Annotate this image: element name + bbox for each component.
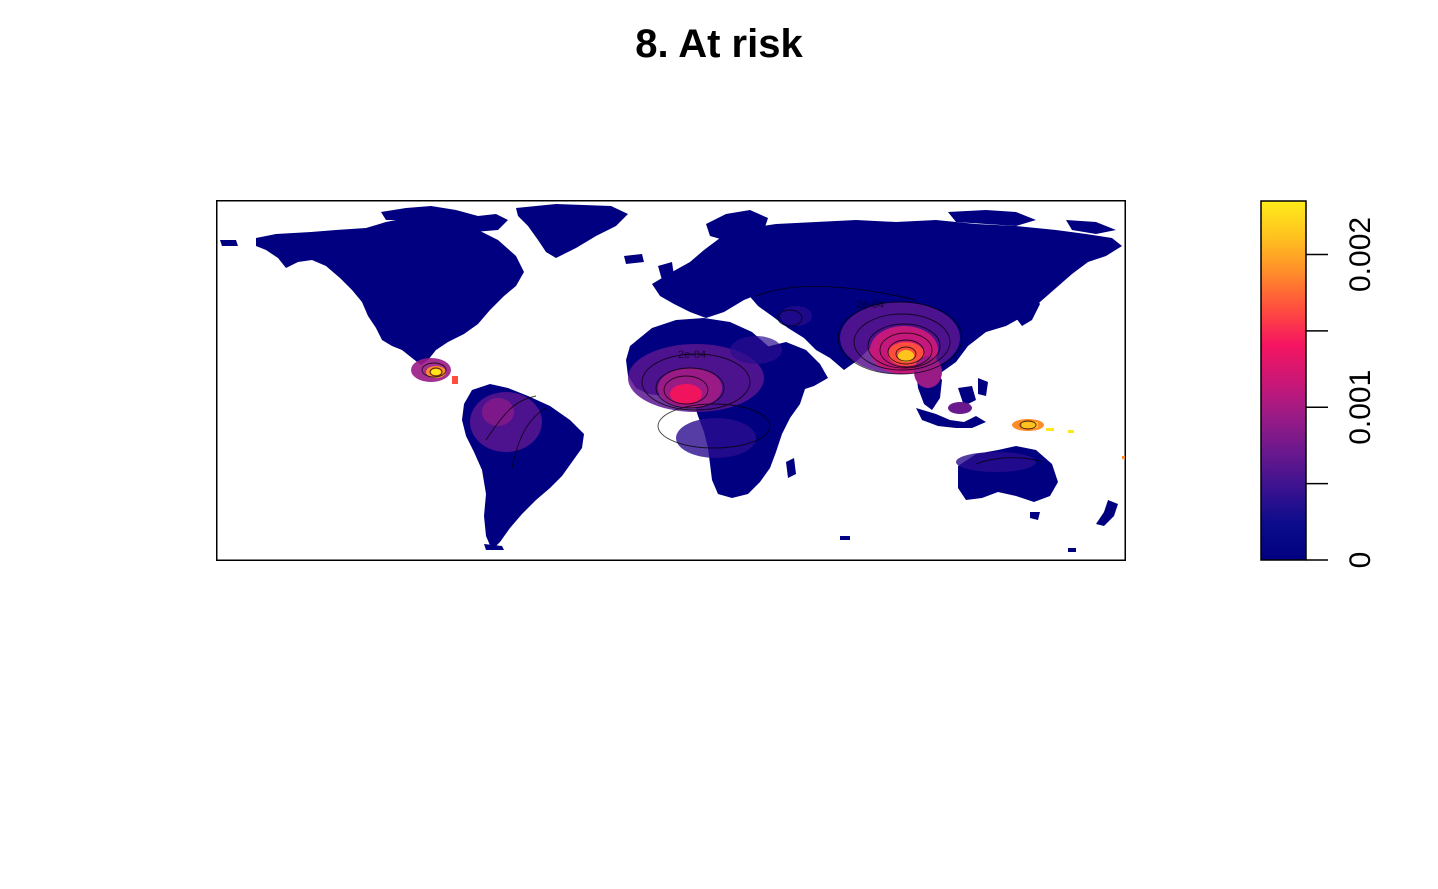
legend-label: 0.001	[1344, 370, 1377, 445]
contour-label-asia: 2e-04	[856, 299, 884, 311]
scandinavia	[706, 210, 768, 240]
iceland	[624, 254, 644, 264]
japan	[1016, 294, 1040, 326]
legend-panel: 0 0.001 0.002	[1255, 195, 1425, 580]
legend-colorbar	[1260, 200, 1307, 561]
asia	[734, 220, 1122, 378]
greenland	[516, 204, 628, 258]
world-risk-map: 2e-04 2e-04	[216, 200, 1126, 561]
legend-ticks	[1306, 253, 1328, 561]
north-america	[256, 218, 524, 365]
risk-overlay	[411, 302, 1125, 472]
color-legend: 0 0.001 0.002	[1260, 200, 1377, 568]
contour-lines	[421, 286, 1043, 469]
new-zealand	[1096, 500, 1118, 526]
map-panel: 2e-04 2e-04	[216, 200, 1126, 566]
legend-label: 0.002	[1344, 217, 1377, 292]
indonesia	[916, 408, 986, 428]
chart-title: 8. At risk	[635, 22, 803, 66]
contour-label-africa: 2e-04	[678, 349, 706, 361]
legend-labels: 0 0.001 0.002	[1344, 217, 1377, 568]
legend-label: 0	[1344, 552, 1377, 569]
arctic-islands	[381, 206, 508, 232]
